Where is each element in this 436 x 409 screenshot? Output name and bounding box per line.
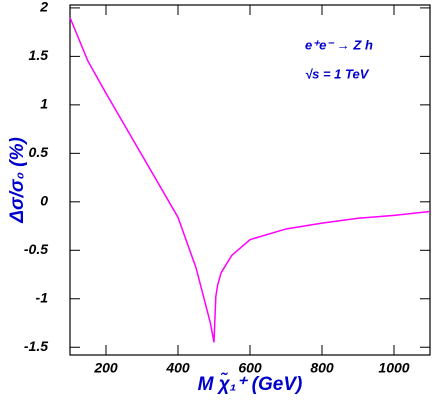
- y-axis-label: Δσ/σ₀ (%): [7, 137, 28, 224]
- y-tick-label: 1: [40, 96, 48, 112]
- y-tick-label: -1.5: [24, 338, 48, 354]
- y-tick-label: -0.5: [24, 241, 48, 257]
- data-line: [69, 17, 431, 343]
- y-tick-label: -1: [36, 289, 49, 305]
- y-tick-label: 0.5: [29, 144, 49, 160]
- plot-frame: [69, 4, 431, 356]
- x-tick-label: 400: [165, 360, 190, 376]
- x-tick-label: 800: [310, 360, 334, 376]
- annotation: e⁺e⁻ → Z h: [305, 37, 373, 52]
- x-tick-label: 200: [93, 360, 118, 376]
- x-tick-label: 600: [238, 360, 262, 376]
- x-tick-label: 1000: [378, 360, 409, 376]
- y-tick-label: 2: [39, 0, 48, 15]
- y-tick-label: 0: [40, 193, 48, 209]
- annotation: √s = 1 TeV: [305, 66, 370, 81]
- y-tick-label: 1.5: [29, 47, 49, 63]
- x-axis-label: M χ̃₁⁺ (GeV): [198, 372, 303, 395]
